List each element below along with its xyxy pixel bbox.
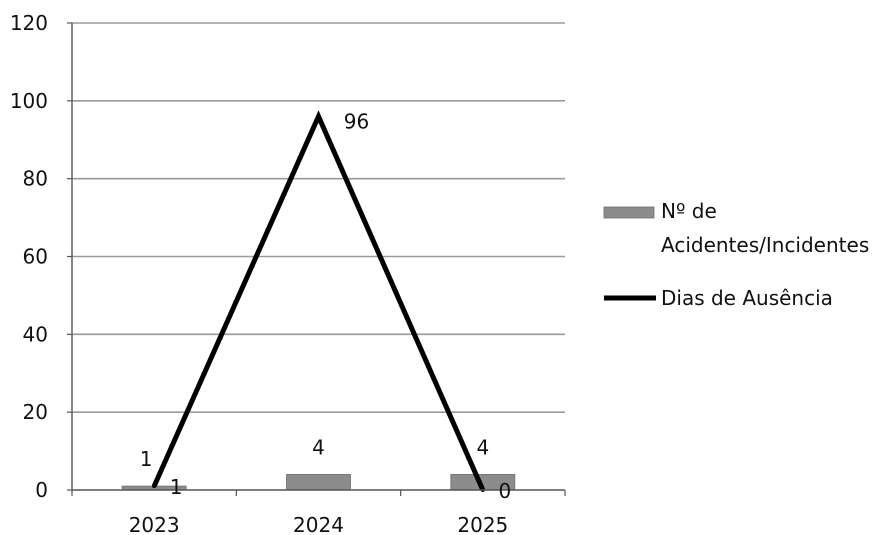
x-tick-label: 2024: [293, 513, 344, 535]
x-tick-label: 2025: [457, 513, 508, 535]
bar: [286, 474, 351, 491]
bar-data-label: 4: [312, 435, 325, 459]
gridlines: [72, 22, 565, 413]
y-tick-label: 20: [23, 400, 48, 424]
y-tick-label: 80: [23, 167, 48, 191]
line-data-label: 96: [344, 109, 369, 133]
y-tick-label: 120: [10, 11, 48, 35]
y-axis-tick-labels: 0 20 40 60 80 100 120: [10, 11, 48, 502]
y-tick-label: 60: [23, 245, 48, 269]
y-tick-label: 100: [10, 89, 48, 113]
bar-data-label: 4: [476, 435, 489, 459]
legend-label: Dias de Ausência: [661, 286, 833, 310]
y-tick-label: 0: [35, 478, 48, 502]
line-point: [316, 114, 321, 119]
legend-label: Nº de: [661, 199, 717, 223]
line-path: [151, 110, 486, 492]
line-point: [152, 484, 157, 489]
bar-data-label: 1: [140, 447, 153, 471]
line-data-label: 0: [498, 479, 511, 503]
axes: [67, 22, 566, 496]
legend-label: Acidentes/Incidentes: [661, 233, 869, 257]
data-labels: 1 4 4 1 96 0: [140, 109, 511, 503]
legend: Nº de Acidentes/Incidentes Dias de Ausênci…: [603, 199, 869, 310]
line-data-label: 1: [170, 475, 183, 499]
x-axis-tick-labels: 2023 2024 2025: [129, 513, 509, 535]
x-tick-label: 2023: [129, 513, 180, 535]
y-tick-label: 40: [23, 322, 48, 346]
legend-bar-swatch: [603, 206, 655, 219]
